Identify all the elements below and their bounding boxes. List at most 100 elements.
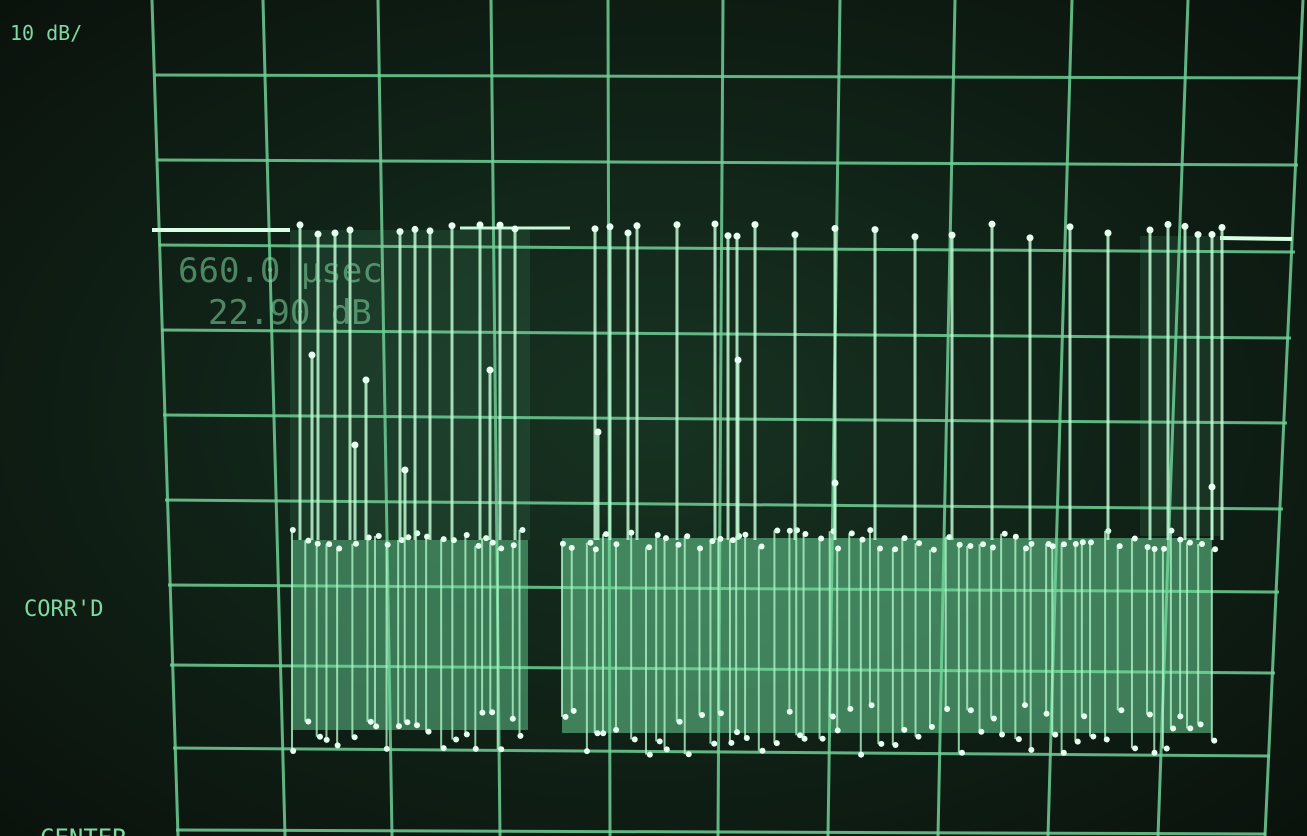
pulse-tip bbox=[988, 220, 996, 228]
noise-dot bbox=[967, 542, 974, 549]
noise-dot bbox=[314, 540, 321, 547]
pulse-tip bbox=[594, 428, 602, 436]
noise-dot bbox=[1212, 546, 1219, 553]
noise-dot bbox=[1116, 543, 1123, 550]
grid-line bbox=[156, 158, 1299, 167]
noise-dot bbox=[989, 544, 996, 551]
noise-dot bbox=[958, 749, 965, 756]
noise-dot bbox=[404, 719, 411, 726]
noise-dot bbox=[440, 745, 447, 752]
noise-dot bbox=[1170, 725, 1177, 732]
noise-dot bbox=[1131, 535, 1138, 542]
pulse-tip bbox=[1104, 229, 1112, 237]
noise-dot bbox=[483, 535, 490, 542]
noise-dot bbox=[1015, 736, 1022, 743]
status-label: CORR'D bbox=[24, 597, 103, 622]
noise-dot bbox=[663, 746, 670, 753]
noise-dot bbox=[646, 544, 653, 551]
noise-dot bbox=[351, 734, 358, 741]
noise-dot bbox=[463, 731, 470, 738]
pulse-tip bbox=[314, 230, 322, 238]
noise-dot bbox=[472, 745, 479, 752]
noise-dot bbox=[818, 535, 825, 542]
noise-dot bbox=[613, 726, 620, 733]
pulse-tip bbox=[1181, 222, 1189, 230]
pulse-tip bbox=[1218, 223, 1226, 231]
noise-dot bbox=[1079, 539, 1086, 546]
noise-dot bbox=[326, 541, 333, 548]
noise-dot bbox=[786, 708, 793, 715]
noise-dot bbox=[613, 541, 620, 548]
noise-dot bbox=[375, 532, 382, 539]
noise-dot bbox=[290, 748, 297, 755]
pulse-tip bbox=[724, 232, 732, 240]
pulse-tip bbox=[362, 376, 370, 384]
noise-dot bbox=[509, 715, 516, 722]
noise-dot bbox=[967, 707, 974, 714]
noise-dot bbox=[1146, 711, 1153, 718]
pulse-tip bbox=[476, 221, 484, 229]
pulse-tip bbox=[331, 229, 339, 237]
noise-dot bbox=[1090, 733, 1097, 740]
pulse-tip bbox=[871, 226, 879, 234]
pulse-tip bbox=[411, 225, 419, 233]
noise-dot bbox=[1074, 738, 1081, 745]
noise-dot bbox=[699, 711, 706, 718]
noise-dot bbox=[819, 735, 826, 742]
noise-dot bbox=[583, 748, 590, 755]
pulse-tip bbox=[1146, 226, 1154, 234]
pulse-tip bbox=[1026, 234, 1034, 242]
noise-dot bbox=[289, 527, 296, 534]
noise-dot bbox=[944, 705, 951, 712]
noise-dot bbox=[676, 718, 683, 725]
noise-dot bbox=[734, 729, 741, 736]
noise-dot bbox=[334, 742, 341, 749]
noise-dot bbox=[570, 707, 577, 714]
noise-band bbox=[562, 538, 1212, 733]
noise-dot bbox=[1163, 745, 1170, 752]
noise-dot bbox=[662, 535, 669, 542]
noise-dot bbox=[829, 713, 836, 720]
noise-dot bbox=[1103, 736, 1110, 743]
noise-band bbox=[292, 540, 528, 730]
noise-dot bbox=[928, 723, 935, 730]
noise-dot bbox=[1186, 539, 1193, 546]
pulse-tip bbox=[1194, 231, 1202, 239]
noise-dot bbox=[1132, 745, 1139, 752]
noise-dot bbox=[743, 734, 750, 741]
noise-dot bbox=[559, 540, 566, 547]
pulse-tip bbox=[1208, 483, 1216, 491]
noise-dot bbox=[646, 751, 653, 758]
noise-dot bbox=[453, 736, 460, 743]
noise-dot bbox=[440, 536, 447, 543]
noise-dot bbox=[685, 751, 692, 758]
pulse-tip bbox=[633, 222, 641, 230]
noise-dot bbox=[697, 545, 704, 552]
noise-dot bbox=[1072, 541, 1079, 548]
pulse-tip bbox=[734, 356, 742, 364]
noise-dot bbox=[847, 705, 854, 712]
noise-dot bbox=[980, 541, 987, 548]
marker-level: 22.90 dB bbox=[208, 293, 372, 333]
grid-line bbox=[1263, 0, 1305, 836]
noise-dot bbox=[797, 732, 804, 739]
noise-dot bbox=[742, 531, 749, 538]
noise-dot bbox=[1151, 545, 1158, 552]
grid-line bbox=[261, 0, 287, 836]
pulse-tip bbox=[711, 220, 719, 228]
noise-dot bbox=[802, 531, 809, 538]
noise-dot bbox=[1151, 749, 1158, 756]
noise-dot bbox=[1028, 540, 1035, 547]
noise-dot bbox=[1023, 545, 1030, 552]
noise-dot bbox=[858, 751, 865, 758]
noise-dot bbox=[587, 539, 594, 546]
pulse-tip bbox=[624, 229, 632, 237]
noise-dot bbox=[978, 728, 985, 735]
noise-dot bbox=[489, 709, 496, 716]
noise-dot bbox=[916, 540, 923, 547]
pulse-tip bbox=[396, 228, 404, 236]
pulse-tip bbox=[1164, 220, 1172, 228]
noise-dot bbox=[353, 540, 360, 547]
noise-dot bbox=[628, 529, 635, 536]
noise-dot bbox=[1028, 746, 1035, 753]
